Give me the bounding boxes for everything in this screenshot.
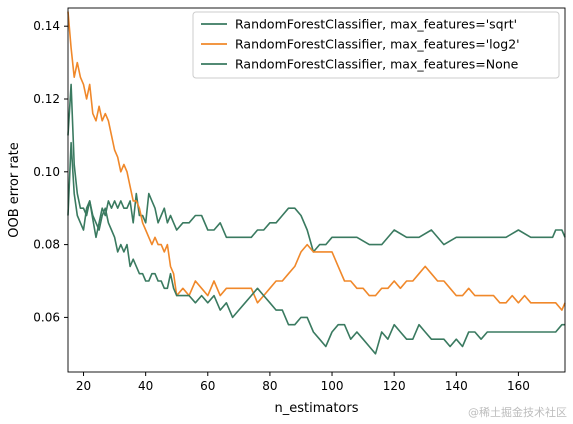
legend-entry-log2: RandomForestClassifier, max_features='lo… [201, 37, 520, 52]
y-tick-label: 0.06 [33, 310, 60, 324]
axis-ticks: 20 40 60 80 100 120 140 160 0.06 0.08 0.10 0.12 0.14 [33, 19, 530, 393]
legend-label-log2: RandomForestClassifier, max_features='lo… [235, 37, 520, 52]
y-tick-label: 0.10 [33, 165, 60, 179]
x-tick-label: 100 [321, 379, 344, 393]
x-tick-label: 40 [138, 379, 153, 393]
y-tick-label: 0.14 [33, 19, 60, 33]
plot-frame [67, 7, 566, 373]
watermark: @稀土掘金技术社区 [468, 406, 567, 419]
legend: RandomForestClassifier, max_features='sq… [192, 11, 560, 79]
legend-label-none: RandomForestClassifier, max_features=Non… [235, 57, 519, 72]
x-tick-label: 140 [445, 379, 468, 393]
y-tick-label: 0.08 [33, 238, 60, 252]
x-tick-label: 20 [76, 379, 91, 393]
x-tick-label: 60 [200, 379, 215, 393]
x-tick-label: 120 [383, 379, 406, 393]
series-lines [67, 11, 566, 355]
legend-entry-sqrt: RandomForestClassifier, max_features='sq… [201, 17, 517, 32]
x-axis-label: n_estimators [274, 401, 358, 416]
series-line-sqrt [67, 141, 566, 253]
legend-label-sqrt: RandomForestClassifier, max_features='sq… [235, 17, 517, 32]
x-tick-label: 80 [262, 379, 277, 393]
y-tick-label: 0.12 [33, 92, 60, 106]
x-tick-label: 160 [507, 379, 530, 393]
y-axis-label: OOB error rate [7, 142, 22, 238]
series-line-none [67, 83, 565, 355]
legend-box [192, 11, 560, 79]
legend-entry-none: RandomForestClassifier, max_features=Non… [201, 57, 519, 72]
